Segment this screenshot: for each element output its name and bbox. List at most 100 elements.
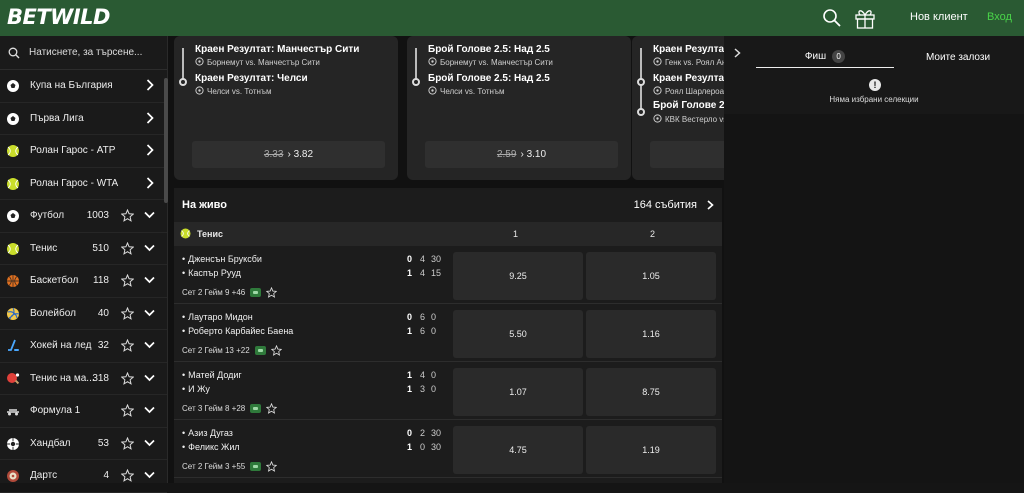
- combo-card[interactable]: Краен Резултат: Г Генк vs. Роял Ант Крае…: [632, 36, 724, 180]
- match-status: Сет 3 Гейм 8: [182, 404, 230, 413]
- new-client-link[interactable]: Нов клиент: [910, 11, 968, 23]
- live-header[interactable]: На живо 164 събития: [174, 188, 722, 222]
- betslip-header: Фиш 0 Моите залози ! Няма избрани селекци…: [724, 36, 1024, 114]
- chevron-right-icon[interactable]: [146, 111, 154, 124]
- player-name: Азиз Дугаз: [182, 428, 233, 438]
- login-link[interactable]: Вход: [987, 11, 1012, 23]
- sidebar-item-count: 1003: [86, 210, 109, 222]
- odds-button-2[interactable]: 1.05: [586, 252, 716, 300]
- betwild-logo[interactable]: BETWILD: [7, 5, 110, 29]
- star-icon[interactable]: [121, 371, 134, 385]
- chevron-down-icon[interactable]: [144, 406, 155, 414]
- sidebar-item[interactable]: Тенис 510: [0, 233, 167, 265]
- sidebar-item[interactable]: Тенис на ма... 318: [0, 363, 167, 395]
- sidebar-search-placeholder: Натиснете, за търсене...: [29, 47, 143, 58]
- star-icon[interactable]: [121, 339, 134, 352]
- chevron-down-icon[interactable]: [144, 276, 155, 284]
- sidebar-item[interactable]: Формула 1: [0, 395, 167, 428]
- tab-betslip[interactable]: Фиш 0: [756, 46, 894, 68]
- sidebar-item[interactable]: Хандбал 53: [0, 428, 167, 460]
- chevron-right-icon[interactable]: [146, 79, 154, 91]
- sidebar-item[interactable]: Волейбол 40: [0, 298, 167, 330]
- odds-button-1[interactable]: 5.50: [453, 310, 583, 358]
- odds-button-1[interactable]: 4.75: [453, 426, 583, 474]
- selection-title: Краен Резултат: Манчестър Сити: [195, 44, 360, 55]
- soccer-ball-icon: [428, 57, 437, 66]
- selection-dot: [412, 78, 420, 86]
- point-score: 0: [431, 312, 437, 322]
- more-markets-count[interactable]: +22: [236, 346, 250, 355]
- old-odds: 2.59: [496, 149, 517, 160]
- chevron-down-icon[interactable]: [144, 341, 155, 349]
- odds-button-1[interactable]: 9.25: [453, 252, 583, 300]
- chevron-down-icon[interactable]: [144, 309, 155, 317]
- chevron-down-icon[interactable]: [144, 374, 155, 382]
- more-markets-count[interactable]: +55: [231, 462, 246, 471]
- search-icon[interactable]: [822, 8, 842, 28]
- star-icon[interactable]: [266, 461, 278, 472]
- sidebar-item-count: 318: [92, 372, 109, 384]
- sidebar-scrollbar[interactable]: [164, 78, 168, 203]
- more-markets-count[interactable]: +28: [231, 404, 246, 413]
- selection-dot: [637, 78, 645, 86]
- combo-card[interactable]: Брой Голове 2.5: Над 2.5 Борнемут vs. Ма…: [407, 36, 631, 180]
- star-icon[interactable]: [121, 209, 134, 222]
- star-icon[interactable]: [121, 469, 134, 482]
- chevron-down-icon[interactable]: [144, 211, 155, 219]
- star-icon[interactable]: [121, 404, 134, 417]
- chevron-down-icon[interactable]: [144, 439, 155, 447]
- gift-icon[interactable]: [853, 6, 877, 30]
- sidebar-item-count: 53: [97, 437, 109, 449]
- point-score: 0: [431, 384, 437, 394]
- match-row[interactable]: Матей Додиг И Жу 140 130 Сет 3 Гейм 8 +28 1.0…: [174, 362, 722, 420]
- odds-button-2[interactable]: 1.16: [586, 310, 716, 358]
- match-row[interactable]: Лаутаро Мидон Роберто Карбайес Баена 060 16…: [174, 304, 722, 362]
- chevron-right-icon[interactable]: [146, 176, 154, 189]
- combo-card[interactable]: Краен Резултат: Манчестър Сити Борнемут …: [174, 36, 398, 180]
- point-score: 30: [431, 442, 442, 452]
- search-icon: [8, 47, 20, 58]
- star-icon[interactable]: [270, 345, 282, 356]
- sidebar-item[interactable]: Футбол 1003: [0, 200, 167, 233]
- chevron-right-icon[interactable]: [707, 200, 714, 210]
- bet-builder-icon: [254, 346, 266, 355]
- sidebar-item[interactable]: Хокей на лед 32: [0, 330, 167, 363]
- chevron-right-icon[interactable]: [734, 48, 741, 58]
- odds-button-2[interactable]: 8.75: [586, 368, 716, 416]
- match-row[interactable]: Дженсън Бруксби Каспър Рууд 04 30 14 15 Сет 2 …: [174, 246, 722, 304]
- sidebar-search[interactable]: Натиснете, за търсене...: [0, 36, 167, 70]
- chevron-down-icon[interactable]: [144, 471, 155, 479]
- star-icon[interactable]: [266, 287, 278, 298]
- table-tennis-icon: [7, 372, 20, 384]
- sidebar-item[interactable]: Ролан Гарос - ATP: [0, 135, 167, 168]
- sidebar-item[interactable]: Ролан Гарос - WTA: [0, 168, 167, 200]
- match-status: Сет 2 Гейм 13: [182, 346, 234, 355]
- star-icon[interactable]: [121, 436, 134, 450]
- star-icon[interactable]: [266, 403, 278, 414]
- player-name: Каспър Рууд: [182, 268, 241, 278]
- tab-my-bets[interactable]: Моите залози: [925, 51, 991, 63]
- sidebar-item[interactable]: Първа Лига: [0, 103, 167, 135]
- set-score: 0: [407, 254, 413, 264]
- star-icon[interactable]: [121, 274, 134, 287]
- sport-label: Тенис: [197, 229, 224, 239]
- odds-button-2[interactable]: 1.19: [586, 426, 716, 474]
- chevron-down-icon[interactable]: [144, 244, 155, 252]
- sidebar-item-count: 40: [97, 307, 109, 319]
- more-markets-count[interactable]: +46: [231, 288, 246, 297]
- combo-odds-button[interactable]: 4: [650, 141, 724, 168]
- combo-odds-button[interactable]: 2.59 › 3.10: [425, 141, 618, 168]
- star-icon[interactable]: [121, 241, 134, 255]
- sidebar-item[interactable]: Баскетбол 118: [0, 265, 167, 298]
- sidebar-item[interactable]: Купа на България: [0, 70, 167, 103]
- combo-odds-button[interactable]: 3.33 › 3.82: [192, 141, 385, 168]
- point-score: 0: [431, 370, 437, 380]
- sidebar-item[interactable]: Дартс 4: [0, 460, 167, 493]
- selection-event: Генк vs. Роял Ант: [653, 57, 724, 67]
- sidebar-item-label: Хокей на лед: [30, 340, 92, 352]
- chevron-right-icon[interactable]: [146, 144, 154, 156]
- sidebar-item-label: Дартс: [30, 470, 58, 482]
- odds-button-1[interactable]: 1.07: [453, 368, 583, 416]
- star-icon[interactable]: [121, 306, 134, 320]
